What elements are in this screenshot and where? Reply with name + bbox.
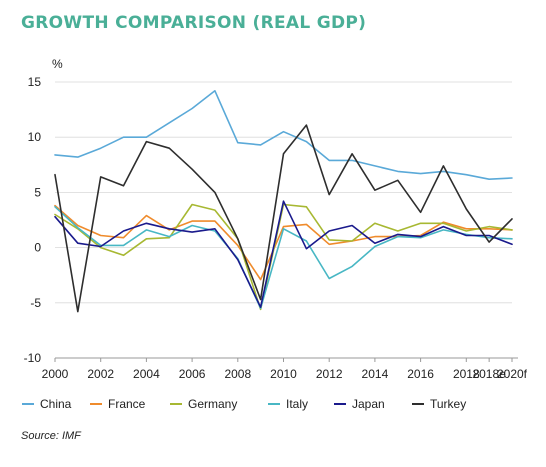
series-line-china: [54, 90, 513, 180]
series-line-france: [54, 204, 513, 281]
y-tick-label: 0: [34, 241, 41, 255]
legend-label-japan: Japan: [352, 397, 385, 411]
series-line-italy: [54, 206, 513, 310]
series-lines: [54, 90, 513, 313]
legend-label-germany: Germany: [188, 397, 237, 411]
x-tick-label: 2010: [270, 367, 297, 381]
legend-label-france: France: [108, 397, 146, 411]
x-tick-label: 2018e: [472, 367, 506, 381]
y-tick-label: -10: [24, 351, 42, 365]
y-axis: % 15 10 5 0 -5 -10: [24, 57, 63, 365]
legend-label-italy: Italy: [286, 397, 308, 411]
legend: China France Germany Italy Japan Turkey: [22, 397, 466, 411]
source-note: Source: IMF: [21, 430, 81, 442]
series-line-japan: [54, 200, 513, 309]
y-tick-label: 10: [28, 130, 42, 144]
grid-lines: [55, 81, 512, 359]
x-tick-label: 2006: [179, 367, 206, 381]
x-tick-label: 2012: [316, 367, 343, 381]
series-line-turkey: [54, 124, 513, 313]
series-line-germany: [54, 203, 513, 311]
y-tick-label: -5: [30, 296, 41, 310]
x-axis: 2000 2002 2004 2006 2008 2010 2012 2014 2016 2018…: [42, 357, 528, 381]
x-tick-label: 2020f: [497, 367, 528, 381]
legend-label-china: China: [40, 397, 72, 411]
x-tick-label: 2004: [133, 367, 160, 381]
y-axis-label: %: [52, 57, 63, 71]
y-tick-label: 5: [34, 185, 41, 199]
x-tick-label: 2018: [453, 367, 480, 381]
chart-title: GROWTH COMPARISON (REAL GDP): [21, 13, 367, 33]
x-tick-label: 2000: [42, 367, 69, 381]
y-tick-label: 15: [28, 75, 42, 89]
legend-label-turkey: Turkey: [430, 397, 466, 411]
x-tick-label: 2016: [407, 367, 434, 381]
x-tick-label: 2008: [224, 367, 251, 381]
x-tick-label: 2002: [87, 367, 114, 381]
x-tick-label: 2014: [362, 367, 389, 381]
